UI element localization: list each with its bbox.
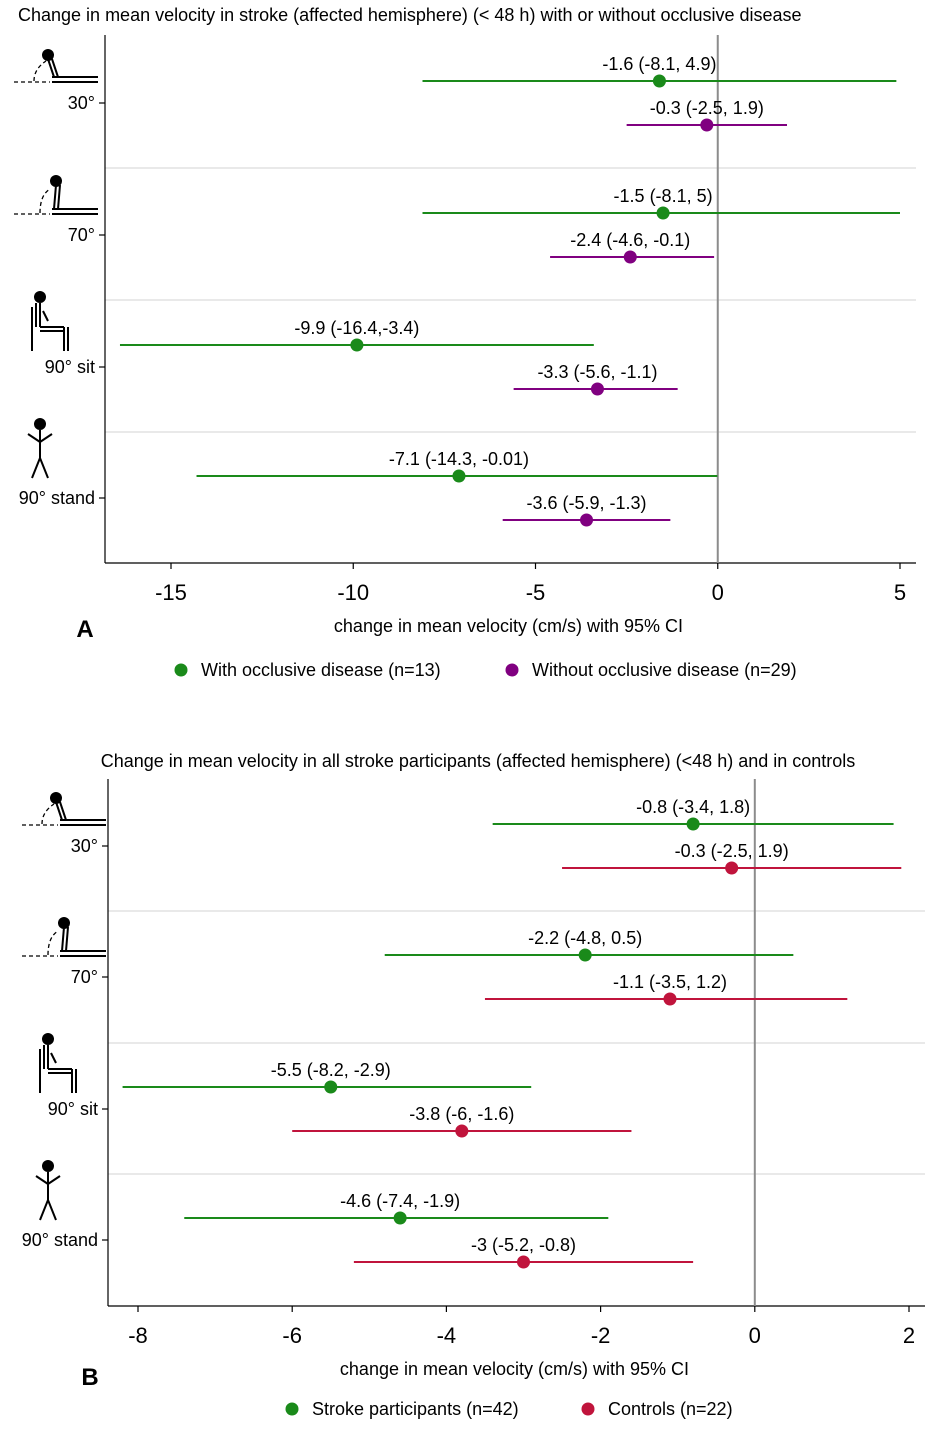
reclined-30-icon — [22, 792, 106, 826]
reclined-70-icon — [22, 917, 106, 957]
x-tick-label: 5 — [894, 580, 906, 605]
estimate-label: -7.1 (-14.3, -0.01) — [389, 449, 529, 469]
reclined-70-icon — [14, 175, 98, 215]
legend-label: Stroke participants (n=42) — [312, 1399, 519, 1419]
legend-marker — [581, 1402, 595, 1416]
x-tick-label: -8 — [128, 1323, 148, 1348]
estimate-label: -3.3 (-5.6, -1.1) — [537, 362, 657, 382]
category-label: 90° stand — [19, 488, 95, 508]
estimate-label: -3 (-5.2, -0.8) — [471, 1235, 576, 1255]
estimate-label: -1.6 (-8.1, 4.9) — [602, 54, 716, 74]
estimate-label: -2.2 (-4.8, 0.5) — [528, 928, 642, 948]
standing-icon — [35, 1160, 61, 1221]
ci-row: -1.6 (-8.1, 4.9) — [422, 54, 897, 88]
sitting-icon — [31, 291, 69, 351]
sitting-icon — [39, 1033, 77, 1093]
legend-label: With occlusive disease (n=13) — [201, 660, 441, 680]
category-label: 90° sit — [45, 357, 95, 377]
legend-label: Controls (n=22) — [608, 1399, 733, 1419]
ci-row: -3.8 (-6, -1.6) — [292, 1104, 632, 1138]
legend-marker — [174, 663, 188, 677]
estimate-point — [393, 1211, 407, 1225]
panel-letter: A — [76, 616, 93, 643]
ci-row: -7.1 (-14.3, -0.01) — [196, 449, 718, 483]
category-label: 90° sit — [48, 1099, 98, 1119]
panel-b: Change in mean velocity in all stroke pa… — [22, 751, 925, 1419]
ci-row: -1.1 (-3.5, 1.2) — [484, 972, 848, 1006]
estimate-label: -5.5 (-8.2, -2.9) — [271, 1060, 391, 1080]
x-axis-label: change in mean velocity (cm/s) with 95% … — [334, 616, 683, 636]
standing-icon — [27, 418, 53, 479]
panel-letter: B — [81, 1364, 98, 1391]
legend-marker — [505, 663, 519, 677]
ci-row: -3 (-5.2, -0.8) — [353, 1235, 694, 1269]
estimate-point — [590, 382, 604, 396]
x-axis-label: change in mean velocity (cm/s) with 95% … — [340, 1359, 689, 1379]
x-tick-label: -4 — [437, 1323, 457, 1348]
estimate-point — [686, 817, 700, 831]
panel-a: Change in mean velocity in stroke (affec… — [14, 5, 916, 680]
estimate-point — [517, 1255, 530, 1269]
chart-title: Change in mean velocity in stroke (affec… — [18, 5, 802, 25]
ci-row: -5.5 (-8.2, -2.9) — [122, 1060, 532, 1094]
ci-row: -3.3 (-5.6, -1.1) — [513, 362, 678, 396]
chart-title: Change in mean velocity in all stroke pa… — [101, 751, 856, 771]
x-tick-label: 0 — [712, 580, 724, 605]
reclined-30-icon — [14, 49, 98, 83]
estimate-label: -9.9 (-16.4,-3.4) — [294, 318, 419, 338]
estimate-label: -4.6 (-7.4, -1.9) — [340, 1191, 460, 1211]
estimate-point — [580, 513, 594, 527]
legend-label: Without occlusive disease (n=29) — [532, 660, 797, 680]
category-label: 30° — [68, 93, 95, 113]
estimate-label: -0.3 (-2.5, 1.9) — [675, 841, 789, 861]
x-tick-label: -15 — [155, 580, 187, 605]
estimate-point — [455, 1124, 469, 1138]
estimate-point — [656, 206, 670, 220]
category-label: 30° — [71, 836, 98, 856]
estimate-label: -1.5 (-8.1, 5) — [614, 186, 713, 206]
estimate-point — [350, 338, 364, 352]
estimate-point — [652, 74, 666, 88]
ci-row: -0.3 (-2.5, 1.9) — [626, 98, 788, 132]
x-tick-label: -10 — [337, 580, 369, 605]
estimate-point — [324, 1080, 338, 1094]
ci-row: -2.2 (-4.8, 0.5) — [384, 928, 794, 962]
category-label: 70° — [68, 225, 95, 245]
estimate-label: -3.6 (-5.9, -1.3) — [527, 493, 647, 513]
estimate-point — [578, 948, 592, 962]
ci-row: -9.9 (-16.4,-3.4) — [119, 318, 594, 352]
estimate-label: -0.3 (-2.5, 1.9) — [650, 98, 764, 118]
category-label: 90° stand — [22, 1230, 98, 1250]
x-tick-label: -2 — [591, 1323, 611, 1348]
estimate-point — [700, 118, 714, 132]
estimate-point — [452, 469, 466, 483]
x-tick-label: -6 — [282, 1323, 302, 1348]
x-tick-label: 0 — [749, 1323, 761, 1348]
ci-row: -0.3 (-2.5, 1.9) — [562, 841, 902, 875]
estimate-point — [725, 861, 739, 875]
estimate-point — [623, 250, 637, 264]
legend-marker — [285, 1402, 299, 1416]
ci-row: -0.8 (-3.4, 1.8) — [492, 797, 894, 831]
x-tick-label: -5 — [526, 580, 546, 605]
ci-row: -3.6 (-5.9, -1.3) — [502, 493, 671, 527]
ci-row: -1.5 (-8.1, 5) — [422, 186, 900, 220]
ci-row: -2.4 (-4.6, -0.1) — [550, 230, 715, 264]
estimate-label: -1.1 (-3.5, 1.2) — [613, 972, 727, 992]
ci-row: -4.6 (-7.4, -1.9) — [184, 1191, 609, 1225]
estimate-point — [663, 992, 677, 1006]
category-label: 70° — [71, 967, 98, 987]
x-tick-label: 2 — [903, 1323, 915, 1348]
estimate-label: -3.8 (-6, -1.6) — [409, 1104, 514, 1124]
estimate-label: -0.8 (-3.4, 1.8) — [636, 797, 750, 817]
estimate-label: -2.4 (-4.6, -0.1) — [570, 230, 690, 250]
